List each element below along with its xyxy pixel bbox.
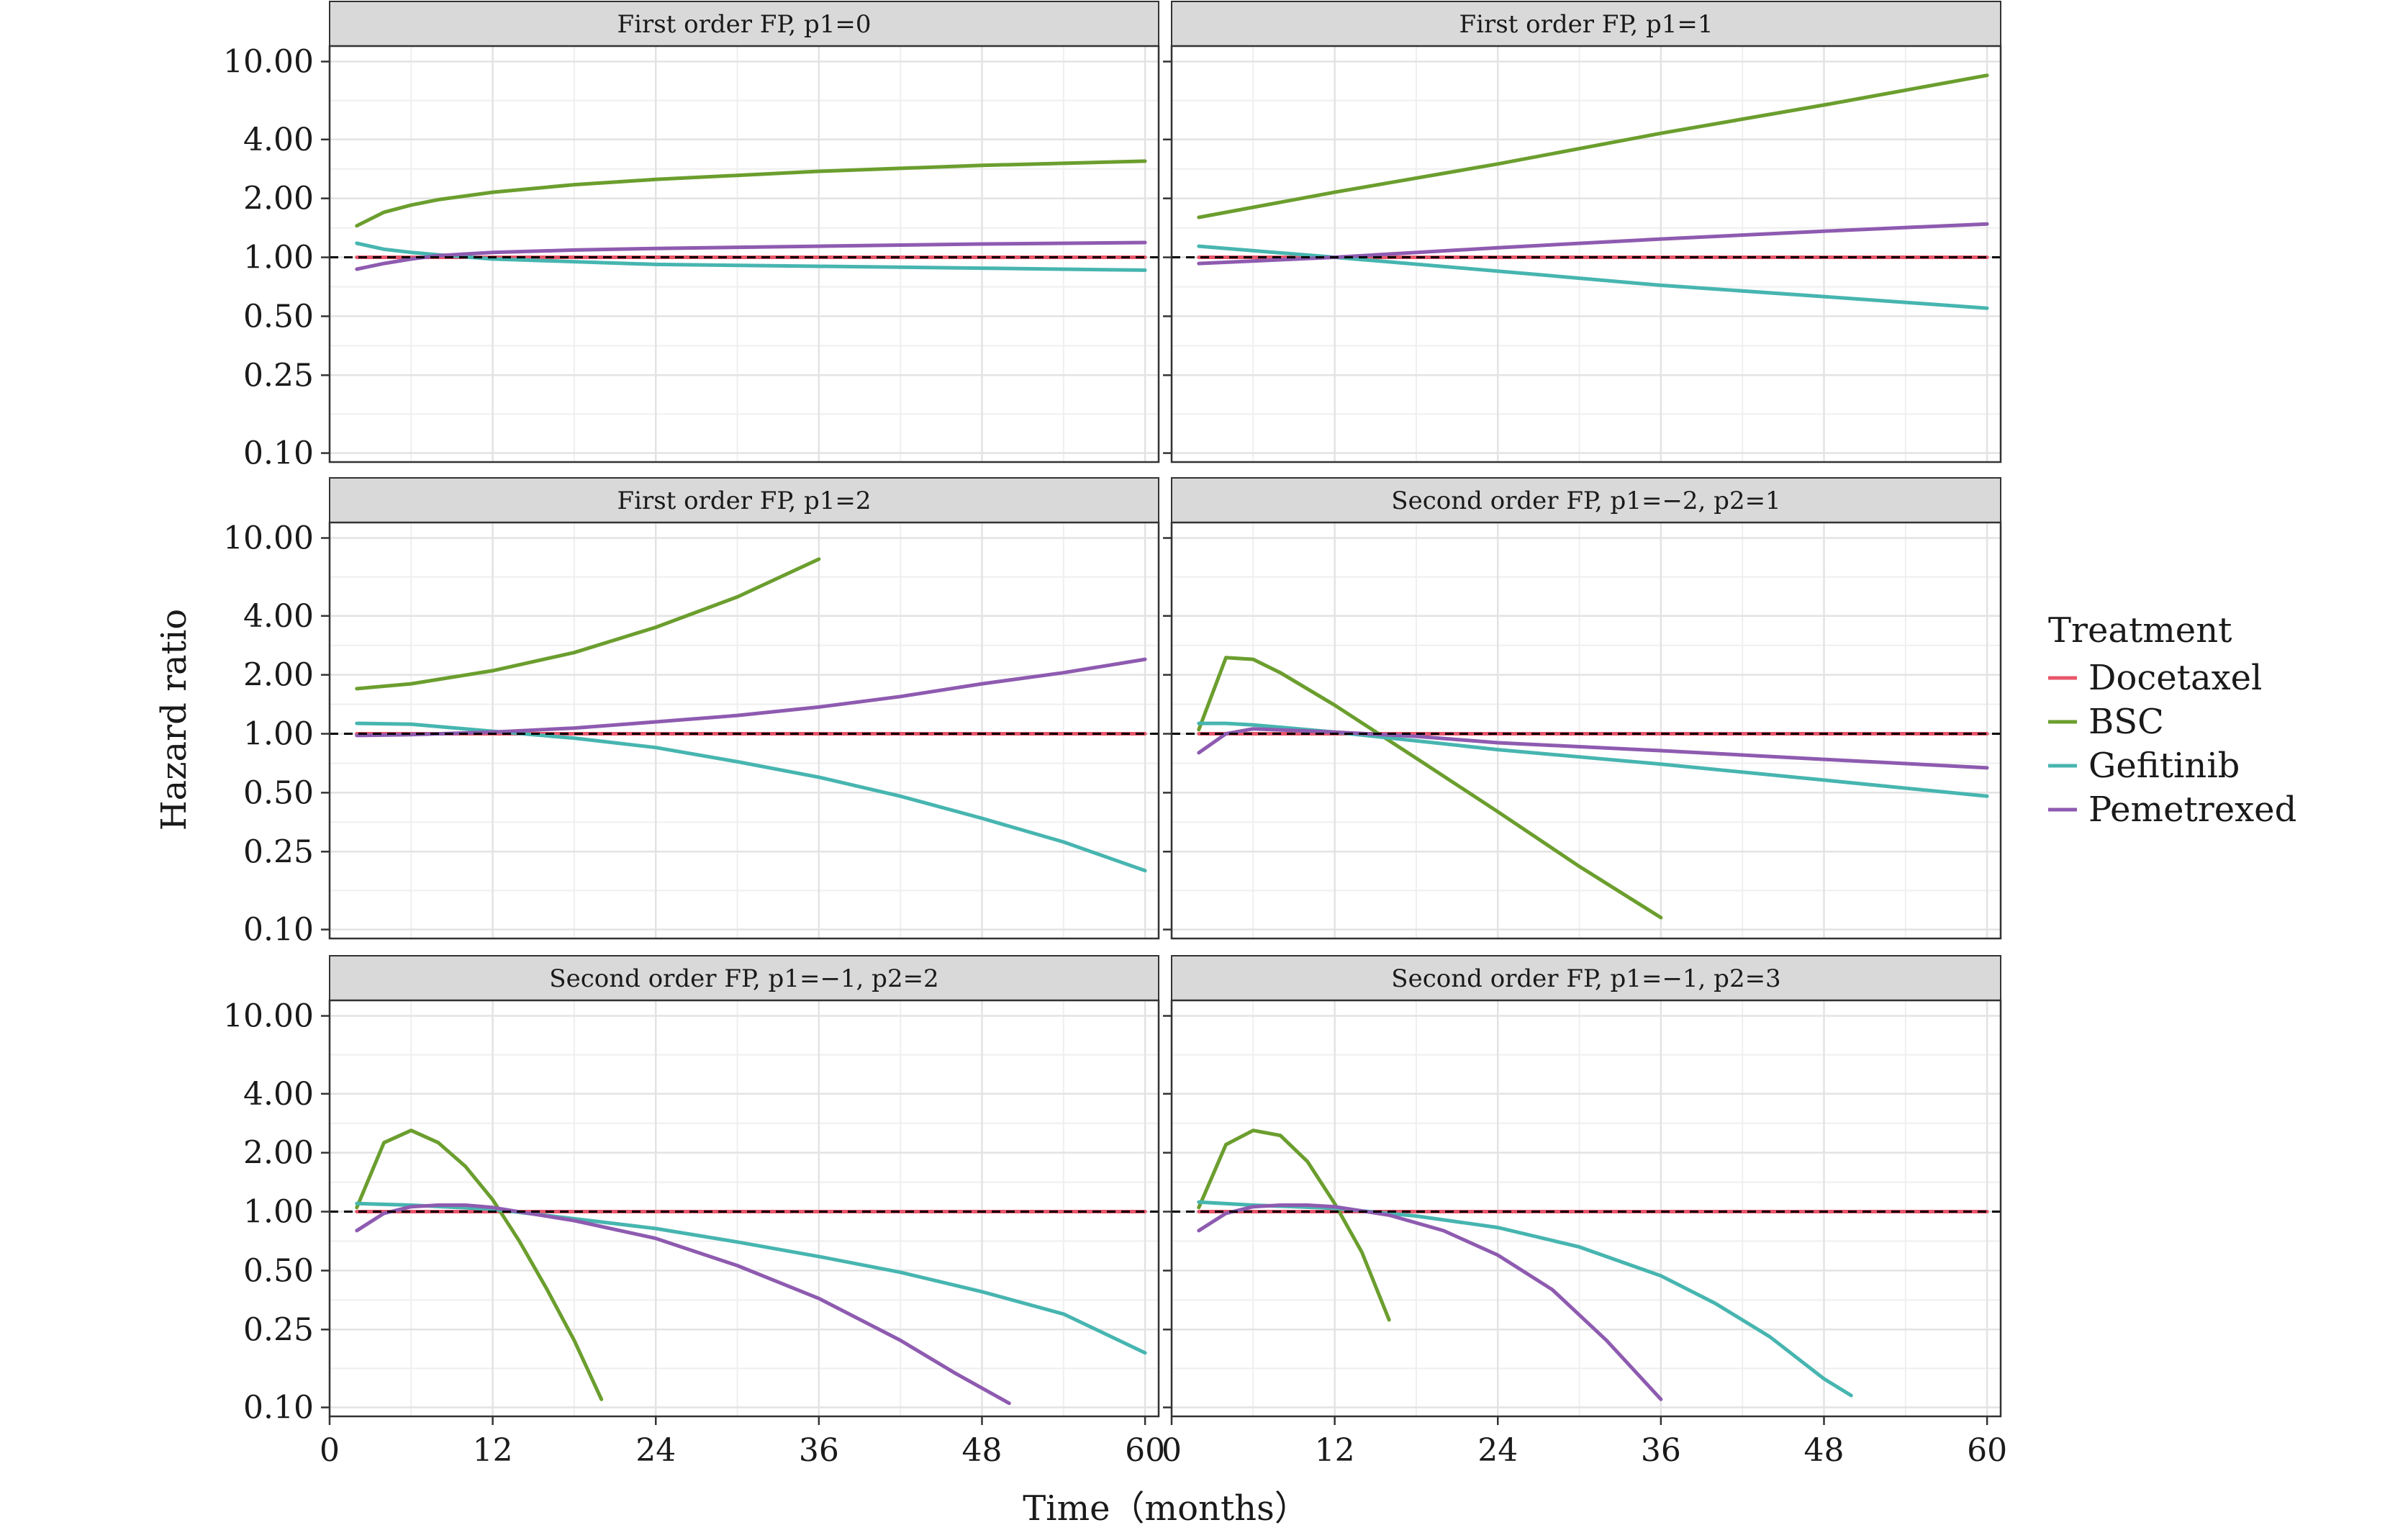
facet-panel-1: First order FP, p1=0 0.10 0.25 0.50 1.00 2.00… <box>223 1 1160 472</box>
facet-panel-4: Second order FP, p1=−2, p2=1 <box>1163 477 2002 940</box>
legend-label-pemetrexed: Pemetrexed <box>2088 790 2296 830</box>
y-tick-label: 0.10 <box>243 1390 314 1426</box>
y-axis-title: Hazard ratio <box>154 609 194 831</box>
x-tick-label: 48 <box>961 1432 1002 1469</box>
facet-panel-5: Second order FP, p1=−1, p2=2 0.10 0.25 0.50… <box>223 955 1165 1469</box>
series-line-bsc <box>355 557 821 691</box>
x-tick-label: 24 <box>1477 1432 1518 1469</box>
series-line-gefitinib <box>1197 1200 1853 1398</box>
facet-strip <box>1171 955 2001 1001</box>
series-line-bsc <box>1197 1128 1391 1322</box>
panel-border <box>328 45 1160 463</box>
y-tick-label: 1.00 <box>243 1194 314 1231</box>
facet-panel-6: Second order FP, p1=−1, p2=3 0 12 24 36 48 60 <box>1162 955 2007 1469</box>
x-tick-label: 24 <box>635 1432 676 1469</box>
y-tick-label: 10.00 <box>223 520 314 557</box>
panel-border <box>1170 521 2002 940</box>
facet-strip <box>329 477 1159 523</box>
facet-title: First order FP, p1=2 <box>617 487 871 515</box>
y-tick-label: 0.50 <box>243 298 314 335</box>
x-tick-label: 0 <box>1162 1432 1182 1469</box>
y-tick-label: 10.00 <box>223 998 314 1035</box>
facet-strip <box>329 1 1159 47</box>
y-tick-label: 2.00 <box>243 181 314 217</box>
facet-title: Second order FP, p1=−1, p2=3 <box>1391 964 1780 993</box>
facet-strip <box>329 955 1159 1001</box>
series-line-bsc <box>355 159 1147 228</box>
facet-panel-3: First order FP, p1=2 0.10 0.25 0.50 1.00 2.00… <box>223 477 1160 949</box>
facet-title: First order FP, p1=1 <box>1459 10 1713 39</box>
series-line-bsc <box>1197 73 1989 220</box>
y-tick-label: 0.25 <box>243 833 314 870</box>
series-line-gefitinib <box>355 241 1147 272</box>
facet-title: Second order FP, p1=−2, p2=1 <box>1391 487 1780 515</box>
series-line-pemetrexed <box>355 240 1147 271</box>
x-tick-label: 36 <box>1641 1432 1681 1469</box>
y-tick-label: 0.25 <box>243 357 314 394</box>
y-tick-label: 0.25 <box>243 1311 314 1348</box>
y-tick-label: 2.00 <box>243 1135 314 1172</box>
legend-title: Treatment <box>2048 610 2232 651</box>
series-line-bsc <box>1197 656 1663 920</box>
facet-title: Second order FP, p1=−1, p2=2 <box>549 964 938 993</box>
series-line-gefitinib <box>355 1201 1147 1355</box>
x-tick-label: 0 <box>320 1432 340 1469</box>
series-line-gefitinib <box>1197 244 1989 310</box>
series-line-bsc <box>355 1128 604 1401</box>
plot-background <box>330 523 1159 938</box>
panel-border <box>328 999 1160 1418</box>
x-tick-label: 12 <box>1315 1432 1355 1469</box>
y-tick-label: 0.10 <box>243 435 314 472</box>
x-tick-label: 60 <box>1125 1432 1165 1469</box>
y-tick-label: 4.00 <box>243 122 314 158</box>
x-tick-label: 36 <box>799 1432 839 1469</box>
facet-panel-2: First order FP, p1=1 <box>1163 1 2002 463</box>
series-line-pemetrexed <box>355 1203 1011 1406</box>
facet-title: First order FP, p1=0 <box>617 10 871 39</box>
facet-strip <box>1171 1 2001 47</box>
series-line-gefitinib <box>1197 721 1989 798</box>
facet-strip <box>1171 477 2001 523</box>
y-tick-label: 0.50 <box>243 774 314 811</box>
y-tick-label: 0.50 <box>243 1252 314 1289</box>
legend-label-bsc: BSC <box>2088 702 2164 742</box>
x-tick-label: 12 <box>473 1432 513 1469</box>
x-tick-label: 60 <box>1967 1432 2007 1469</box>
panel-border <box>1170 45 2002 463</box>
legend-label-docetaxel: Docetaxel <box>2088 658 2262 698</box>
x-axis-title: Time（months） <box>1023 1488 1308 1529</box>
y-tick-label: 10.00 <box>223 44 314 81</box>
y-tick-label: 4.00 <box>243 1076 314 1113</box>
y-tick-label: 1.00 <box>243 240 314 276</box>
y-tick-label: 4.00 <box>243 598 314 635</box>
panel-border <box>328 521 1160 940</box>
legend-label-gefitinib: Gefitinib <box>2088 746 2240 786</box>
y-tick-label: 1.00 <box>243 716 314 753</box>
series-line-pemetrexed <box>1197 222 1989 266</box>
x-tick-label: 48 <box>1803 1432 1844 1469</box>
series-line-pemetrexed <box>1197 727 1989 770</box>
panel-border <box>1170 999 2002 1418</box>
series-line-gefitinib <box>355 721 1147 873</box>
y-tick-label: 2.00 <box>243 657 314 694</box>
y-tick-label: 0.10 <box>243 912 314 949</box>
